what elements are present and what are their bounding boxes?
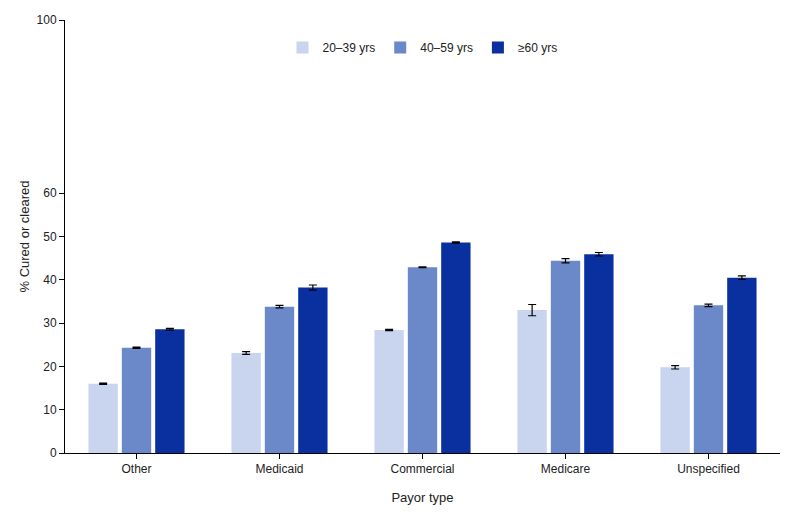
svg-text:≥60 yrs: ≥60 yrs [518, 41, 557, 55]
svg-text:0: 0 [50, 446, 57, 460]
svg-text:50: 50 [43, 230, 57, 244]
svg-text:Medicare: Medicare [541, 462, 591, 476]
svg-text:20: 20 [43, 360, 57, 374]
svg-text:100: 100 [37, 13, 57, 27]
svg-text:10: 10 [43, 403, 57, 417]
svg-text:% Cured or cleared: % Cured or cleared [17, 181, 32, 293]
svg-text:Unspecified: Unspecified [677, 462, 740, 476]
svg-text:40–59 yrs: 40–59 yrs [420, 41, 473, 55]
svg-text:Commercial: Commercial [390, 462, 454, 476]
svg-text:20–39 yrs: 20–39 yrs [323, 41, 376, 55]
svg-text:Other: Other [121, 462, 151, 476]
svg-text:60: 60 [43, 186, 57, 200]
svg-text:40: 40 [43, 273, 57, 287]
svg-text:Medicaid: Medicaid [255, 462, 303, 476]
svg-text:Payor type: Payor type [391, 490, 453, 505]
svg-text:30: 30 [43, 316, 57, 330]
